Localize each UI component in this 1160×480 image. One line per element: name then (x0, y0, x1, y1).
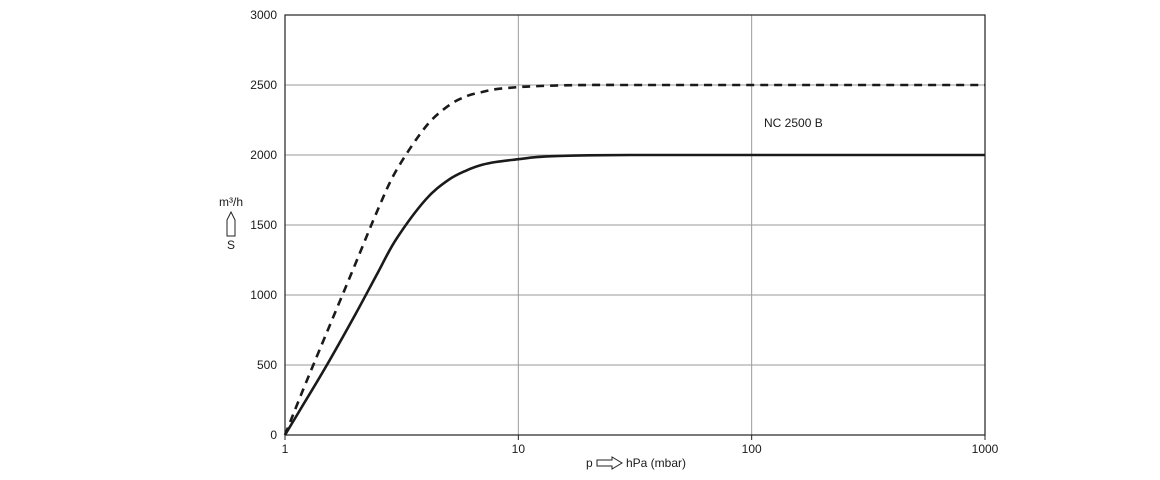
y-axis-arrow-icon (226, 210, 236, 237)
x-tick-label: 1 (282, 442, 289, 456)
x-axis-symbol-label: p (586, 456, 593, 470)
y-tick-labels: 0 500 1000 1500 2000 2500 3000 (250, 8, 277, 442)
x-axis-arrow-icon (596, 456, 623, 470)
series-layer (283, 83, 985, 436)
y-axis-symbol-label: S (227, 238, 235, 252)
plot-frame (284, 14, 986, 436)
y-tick-label: 0 (270, 428, 277, 442)
x-tick-labels: 1 10 100 1000 (282, 442, 999, 456)
x-axis-unit-label: hPa (mbar) (626, 456, 686, 470)
y-tick-label: 3000 (250, 8, 277, 22)
y-axis-unit-label: m³/h (219, 195, 243, 209)
dashed-series-line (283, 83, 985, 436)
x-tick-label: 10 (512, 442, 526, 456)
y-tick-label: 1500 (250, 218, 277, 232)
curve-annotation: NC 2500 B (764, 116, 823, 130)
y-tick-label: 1000 (250, 288, 277, 302)
solid-series-line (283, 153, 985, 436)
y-tick-label: 2500 (250, 78, 277, 92)
x-tick-label: 100 (742, 442, 762, 456)
y-tick-label: 500 (257, 358, 277, 372)
y-tick-label: 2000 (250, 148, 277, 162)
grid-layer (284, 15, 986, 440)
x-tick-label: 1000 (972, 442, 999, 456)
